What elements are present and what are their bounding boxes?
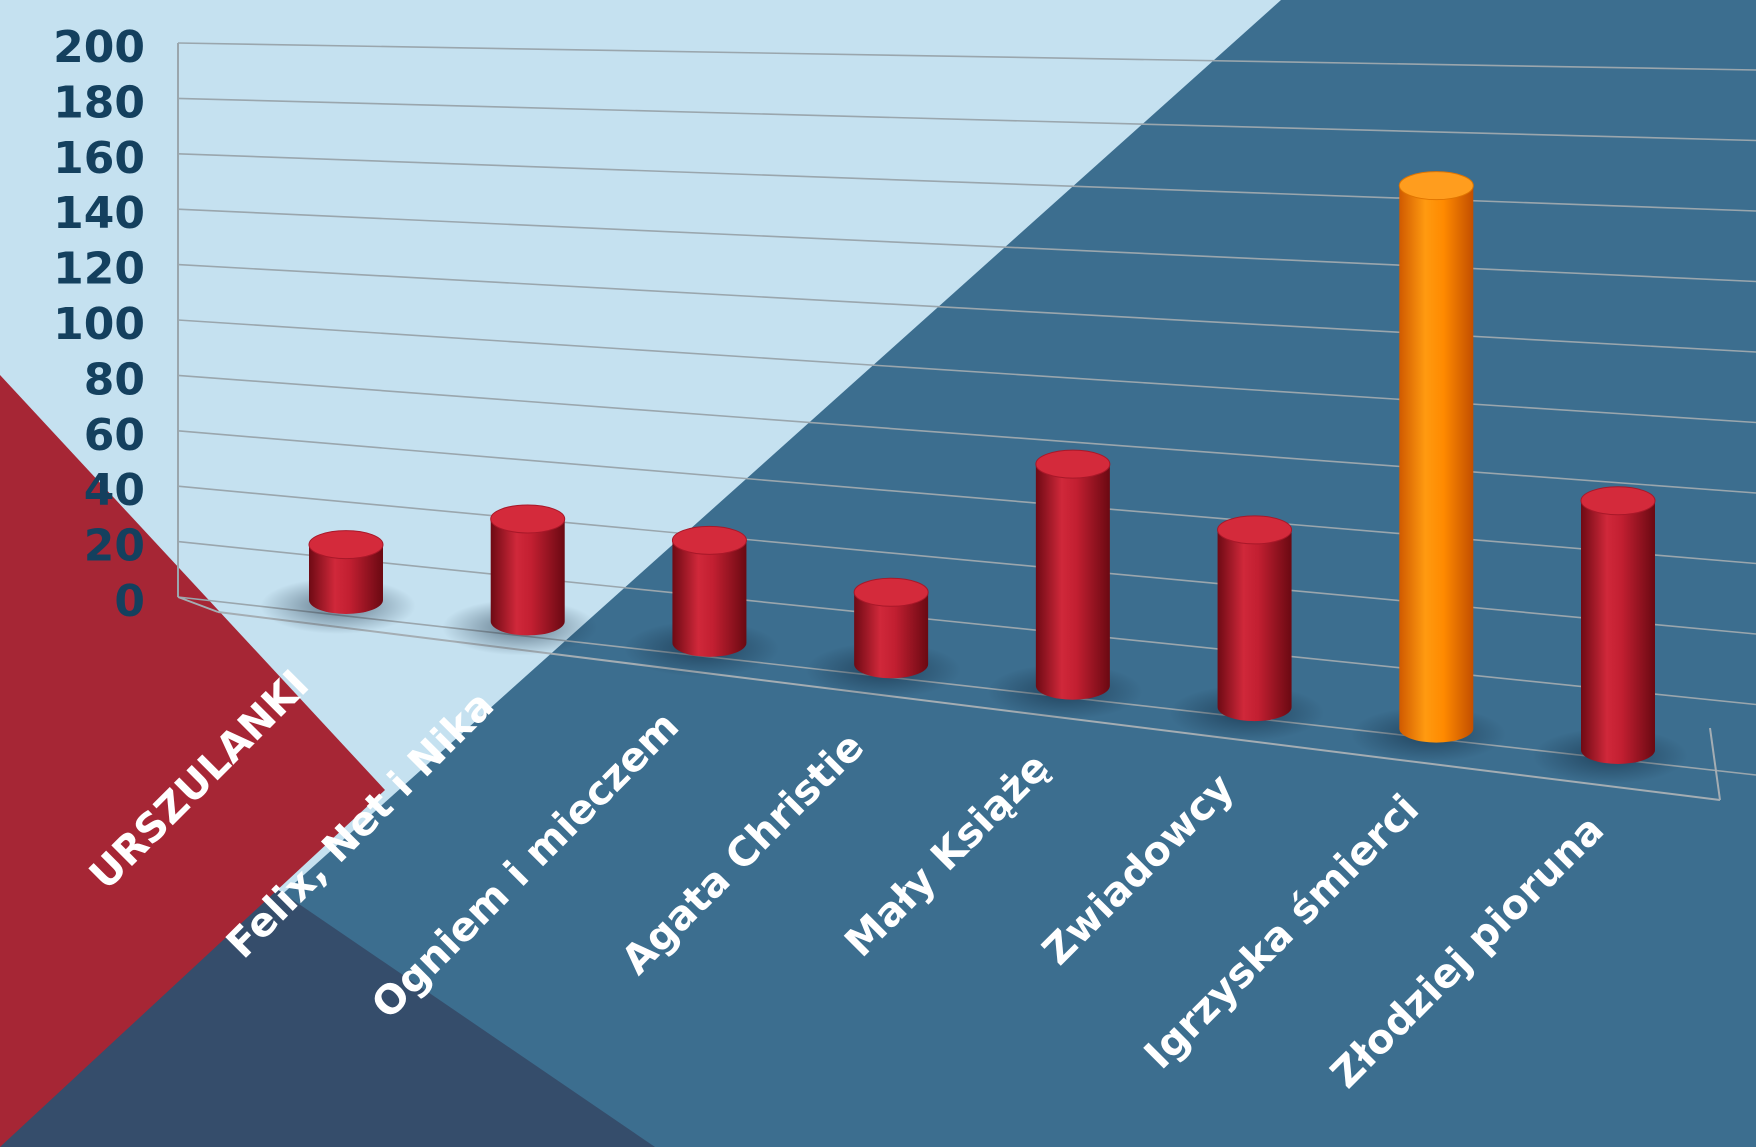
bar-body — [672, 540, 747, 657]
gridline — [177, 485, 1756, 635]
bar — [1350, 171, 1506, 763]
gridline — [177, 42, 1756, 71]
bar-top — [853, 577, 929, 607]
y-tick-label: 180 — [53, 77, 145, 128]
bar-top — [490, 504, 566, 534]
gridlines — [177, 42, 1756, 776]
y-tick-label: 200 — [53, 22, 145, 73]
bar-body — [1399, 185, 1474, 743]
bar-top — [1035, 449, 1111, 479]
y-tick-label: 60 — [84, 410, 145, 461]
bar-top — [308, 530, 384, 560]
bar-top — [1580, 486, 1656, 516]
y-tick-label: 80 — [84, 354, 145, 405]
bar-top — [1217, 515, 1293, 545]
gridline — [177, 153, 1756, 212]
bar — [1168, 515, 1325, 742]
bar-body — [1581, 500, 1655, 764]
bar — [987, 449, 1143, 720]
y-tick-label: 40 — [84, 465, 145, 516]
bar-body — [1217, 529, 1292, 722]
gridline — [177, 430, 1756, 565]
y-tick-label: 100 — [53, 299, 145, 350]
gridline — [177, 263, 1756, 353]
y-tick-label: 140 — [53, 188, 145, 239]
bar-body — [490, 518, 565, 636]
floor-right-edge — [1709, 727, 1721, 801]
bar-top — [1398, 171, 1474, 201]
bar — [260, 530, 416, 634]
y-tick-label: 120 — [53, 244, 145, 295]
bar-body — [1035, 464, 1110, 700]
y-tick-label: 160 — [53, 133, 145, 184]
bar — [623, 525, 780, 677]
bars — [260, 171, 1688, 784]
background-red-triangle — [0, 375, 385, 1147]
gridline — [177, 374, 1756, 494]
bar-body — [854, 592, 929, 679]
y-tick-label: 20 — [84, 521, 145, 572]
bar — [805, 577, 961, 699]
floor-side-edge — [177, 596, 219, 613]
y-tick-label: 0 — [114, 576, 145, 627]
bar — [442, 504, 598, 656]
gridline — [177, 540, 1756, 706]
bar-top — [671, 525, 747, 555]
bar — [1532, 486, 1688, 784]
gridline — [177, 319, 1756, 424]
gridline — [177, 208, 1756, 283]
bar-body — [309, 544, 383, 614]
gridline — [177, 97, 1756, 142]
